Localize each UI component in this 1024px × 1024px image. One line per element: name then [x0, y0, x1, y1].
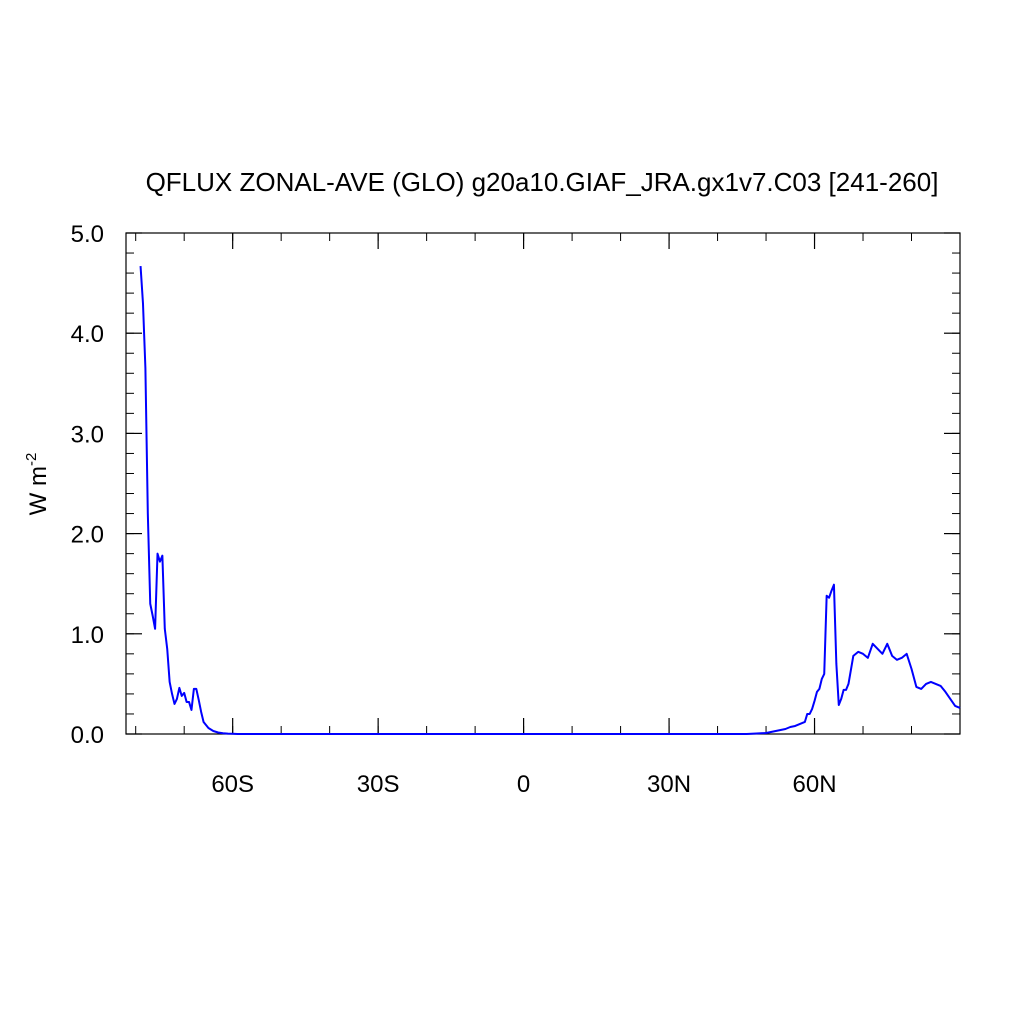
y-tick-label: 3.0: [71, 421, 104, 448]
minor-ticks: [126, 232, 961, 735]
series-line-qflux: [139, 266, 961, 735]
y-axis-label-exponent: -2: [23, 453, 40, 466]
plot-frame: [125, 232, 961, 735]
y-axis-label-text: W m: [25, 466, 52, 515]
svg-text:W m-2: W m-2: [23, 453, 52, 516]
y-tick-label: 4.0: [71, 321, 104, 348]
x-tick-label: 30S: [357, 771, 400, 798]
x-tick-label: 0: [517, 771, 530, 798]
x-tick-label: 60S: [211, 771, 254, 798]
y-tick-label: 1.0: [71, 622, 104, 649]
x-tick-label: 30N: [647, 771, 691, 798]
y-axis-label: W m-2: [23, 453, 52, 516]
x-tick-label: 60N: [793, 771, 837, 798]
y-tick-label: 5.0: [71, 221, 104, 248]
y-tick-label: 2.0: [71, 522, 104, 549]
major-ticks: [126, 232, 960, 735]
chart-title: QFLUX ZONAL-AVE (GLO) g20a10.GIAF_JRA.gx…: [146, 167, 939, 197]
y-tick-label: 0.0: [71, 722, 104, 749]
tick-labels: 60S 30S 0 30N 60N 0.0 1.0 2.0 3.0 4.0 5.0: [71, 221, 837, 798]
